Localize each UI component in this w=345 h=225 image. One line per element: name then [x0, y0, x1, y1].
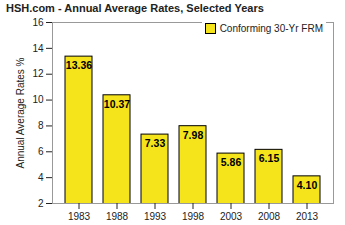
- svg-text:13.36: 13.36: [66, 59, 92, 71]
- svg-text:8: 8: [38, 120, 44, 131]
- html-text:Conforming 30-Yr FRM: Conforming 30-Yr FRM: [219, 23, 323, 34]
- svg-text:Annual Average Rates %: Annual Average Rates %: [15, 57, 26, 168]
- html-text:HSH.com - Annual Average Rates: HSH.com - Annual Average Rates, Selected…: [6, 2, 264, 14]
- svg-text:7.98: 7.98: [183, 129, 204, 141]
- svg-text:16: 16: [32, 17, 44, 28]
- svg-text:4: 4: [38, 172, 44, 183]
- svg-text:5.86: 5.86: [221, 156, 242, 168]
- svg-text:7.33: 7.33: [145, 137, 166, 149]
- svg-text:1993: 1993: [144, 211, 167, 222]
- svg-text:1988: 1988: [106, 211, 129, 222]
- svg-text:10: 10: [32, 94, 44, 105]
- svg-text:4.10: 4.10: [297, 179, 318, 191]
- svg-text:2013: 2013: [296, 211, 319, 222]
- svg-text:2003: 2003: [220, 211, 243, 222]
- svg-text:2: 2: [38, 198, 44, 209]
- svg-text:14: 14: [32, 43, 44, 54]
- svg-text:6: 6: [38, 146, 44, 157]
- svg-text:10.37: 10.37: [104, 98, 130, 110]
- svg-text:1983: 1983: [68, 211, 91, 222]
- svg-text:1998: 1998: [182, 211, 205, 222]
- svg-text:2008: 2008: [258, 211, 281, 222]
- svg-text:12: 12: [32, 68, 44, 79]
- svg-text:6.15: 6.15: [259, 152, 280, 164]
